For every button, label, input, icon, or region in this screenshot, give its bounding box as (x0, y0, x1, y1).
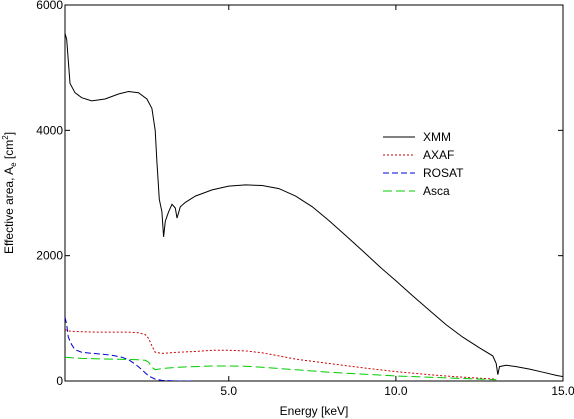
legend-label-rosat: ROSAT (423, 166, 464, 180)
series-line-rosat (65, 316, 196, 381)
x-axis-ticks: 5.0 10.0 15.0 (220, 5, 574, 398)
x-tick-label: 15.0 (551, 384, 574, 398)
series-line-xmm (65, 33, 563, 378)
y-tick-label: 2000 (36, 249, 63, 263)
x-axis-title: Energy [keV] (280, 404, 349, 418)
legend: XMM AXAF ROSAT Asca (383, 130, 464, 198)
series-layer (65, 33, 563, 381)
y-tick-label: 0 (56, 374, 63, 388)
y-axis-title: Effective area, Ae [cm2] (1, 132, 18, 254)
plot-frame (64, 4, 564, 382)
y-axis-title-unit-open: [cm (2, 140, 16, 163)
y-axis-title-unit-close: ] (2, 132, 16, 135)
legend-label-xmm: XMM (423, 130, 451, 144)
y-axis-title-sup: 2 (1, 135, 10, 140)
x-tick-label: 10.0 (384, 384, 408, 398)
y-axis-ticks: 0 2000 4000 6000 (36, 0, 563, 388)
y-tick-label: 6000 (36, 0, 63, 12)
y-axis-title-sub: e (9, 162, 18, 167)
legend-label-axaf: AXAF (423, 148, 454, 162)
y-tick-label: 4000 (36, 123, 63, 137)
series-line-axaf (65, 329, 497, 380)
x-tick-label: 5.0 (220, 384, 237, 398)
y-axis-title-main: Effective area, A (2, 167, 16, 254)
legend-label-asca: Asca (423, 184, 450, 198)
